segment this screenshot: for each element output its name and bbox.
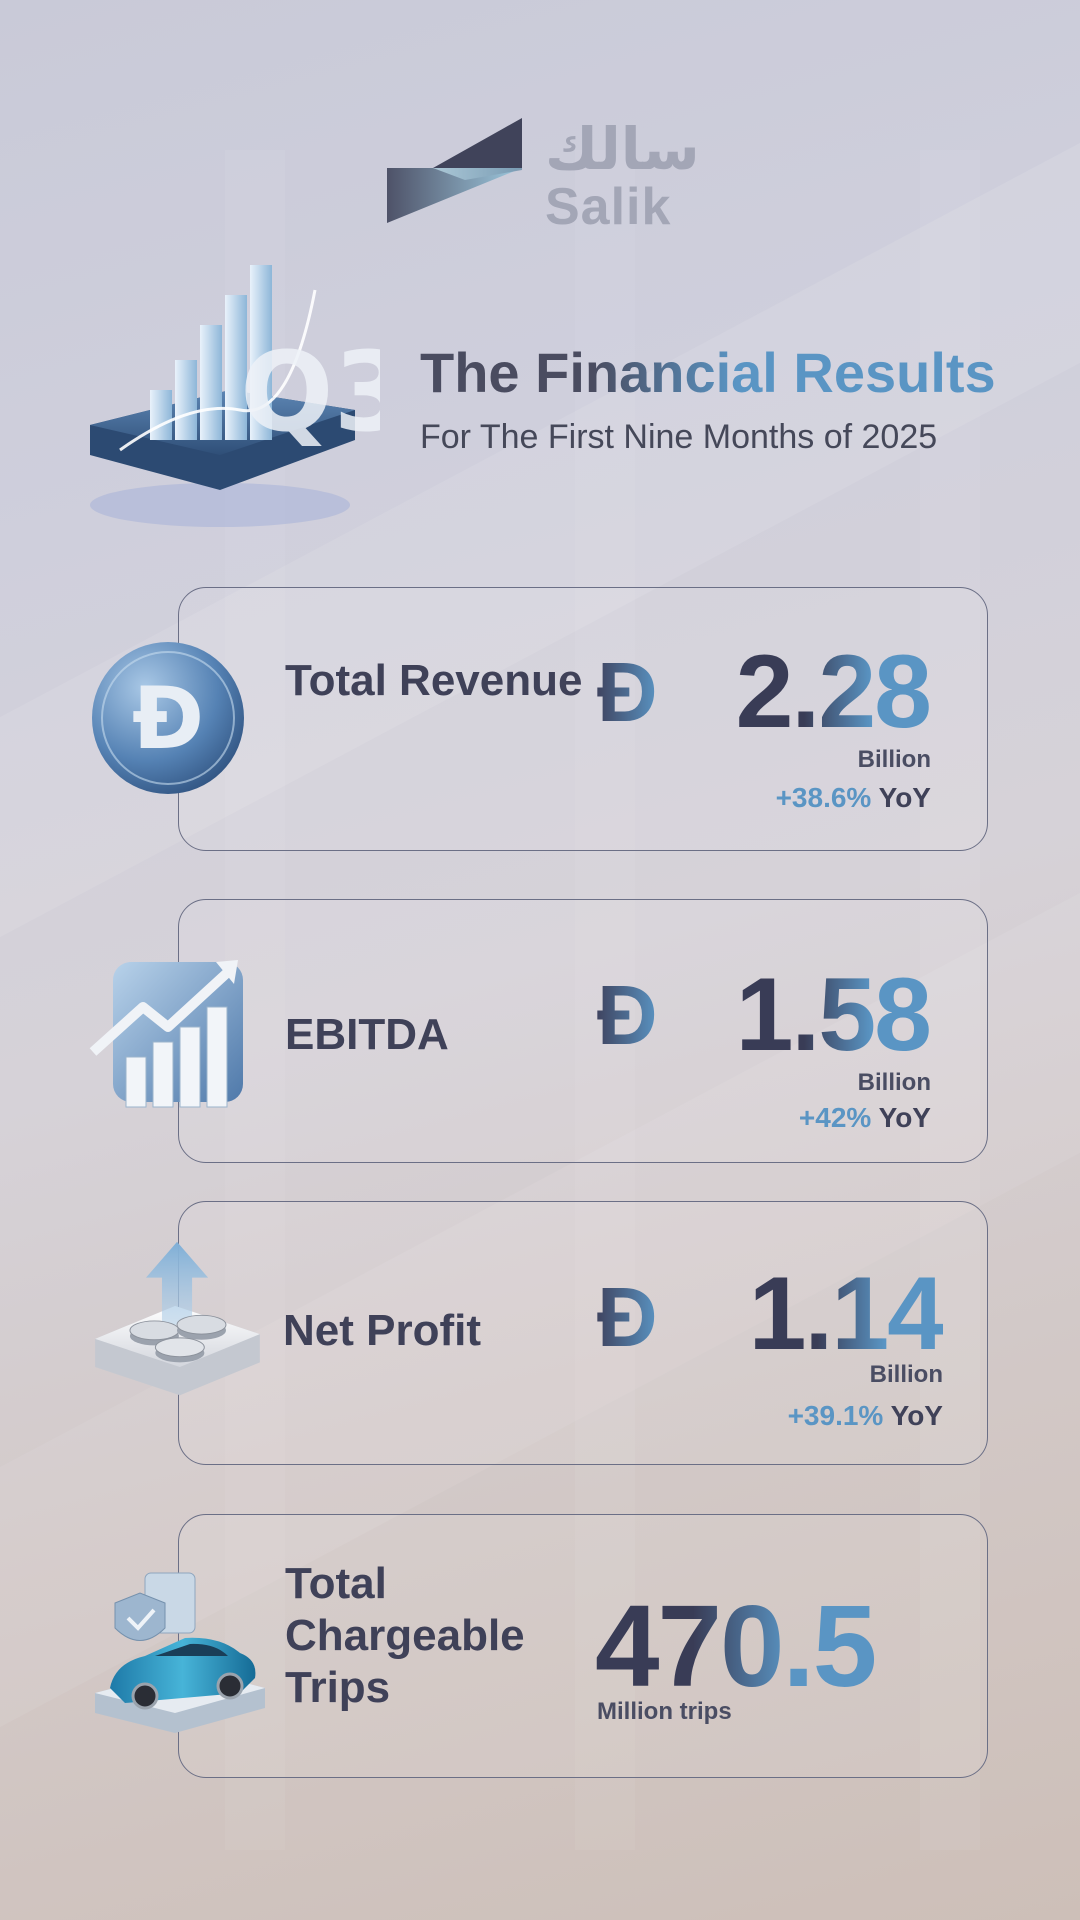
metric-label-line: Total [285,1559,387,1608]
metric-label: Net Profit [283,1305,481,1357]
metric-label-text: EBITDA [285,1010,449,1059]
page-title: The Financial Results [420,341,996,404]
background-column [575,150,635,1850]
metric-card-ebitda [178,899,988,1163]
svg-text:Ð: Ð [132,669,204,769]
metric-yoy: +38.6% YoY [776,782,931,814]
yoy-change: +39.1% [787,1400,884,1431]
metric-yoy: +39.1% YoY [788,1400,943,1432]
car-shield-icon [95,1572,265,1733]
yoy-change: +38.6% [775,782,872,813]
logo-english-text: Salik [545,178,672,236]
salik-logo-mark-icon [387,118,522,223]
dirham-currency-icon: Ð [597,1270,658,1364]
metric-label: EBITDA [285,1009,449,1061]
metric-unit: Billion [869,1361,943,1388]
dirham-coin-icon: Ð [92,642,244,794]
background-column [920,150,980,1850]
yoy-change: +42% [798,1102,872,1133]
metric-unit: Billion [857,746,931,773]
yoy-label: YoY [878,782,931,813]
metric-yoy: +42% YoY [799,1102,931,1134]
metric-value: 1.58 [735,957,932,1073]
dirham-currency-icon: Ð [597,968,658,1062]
metric-value: 1.14 [748,1256,945,1372]
metric-label: Total Chargeable Trips [285,1558,525,1714]
metric-unit: Billion [857,1069,931,1096]
metric-card-chargeable-trips [178,1514,988,1778]
coins-arrow-icon [95,1241,260,1396]
q3-bar-chart-icon: Q3 [90,265,380,527]
logo-arabic-text: سالك [545,115,700,183]
page-subtitle: For The First Nine Months of 2025 [420,418,938,456]
yoy-label: YoY [890,1400,943,1431]
metric-card-net-profit [178,1201,988,1465]
metric-label: Total Revenue [285,655,582,707]
yoy-label: YoY [878,1102,931,1133]
metric-card-total-revenue [178,587,988,851]
metric-value: 2.28 [735,634,932,750]
growth-chart-icon [89,960,243,1108]
dirham-currency-icon: Ð [597,645,658,739]
salik-logo: سالك Salik [385,115,698,236]
metric-label-text: Total Revenue [285,656,583,705]
metric-unit: Million trips [597,1698,732,1725]
metric-label-line: Chargeable [285,1611,525,1660]
metric-label-line: Trips [285,1663,391,1712]
metric-label-text: Net Profit [283,1306,481,1355]
metric-value: 470.5 [595,1581,877,1711]
q3-badge-text: Q3 [240,328,380,456]
